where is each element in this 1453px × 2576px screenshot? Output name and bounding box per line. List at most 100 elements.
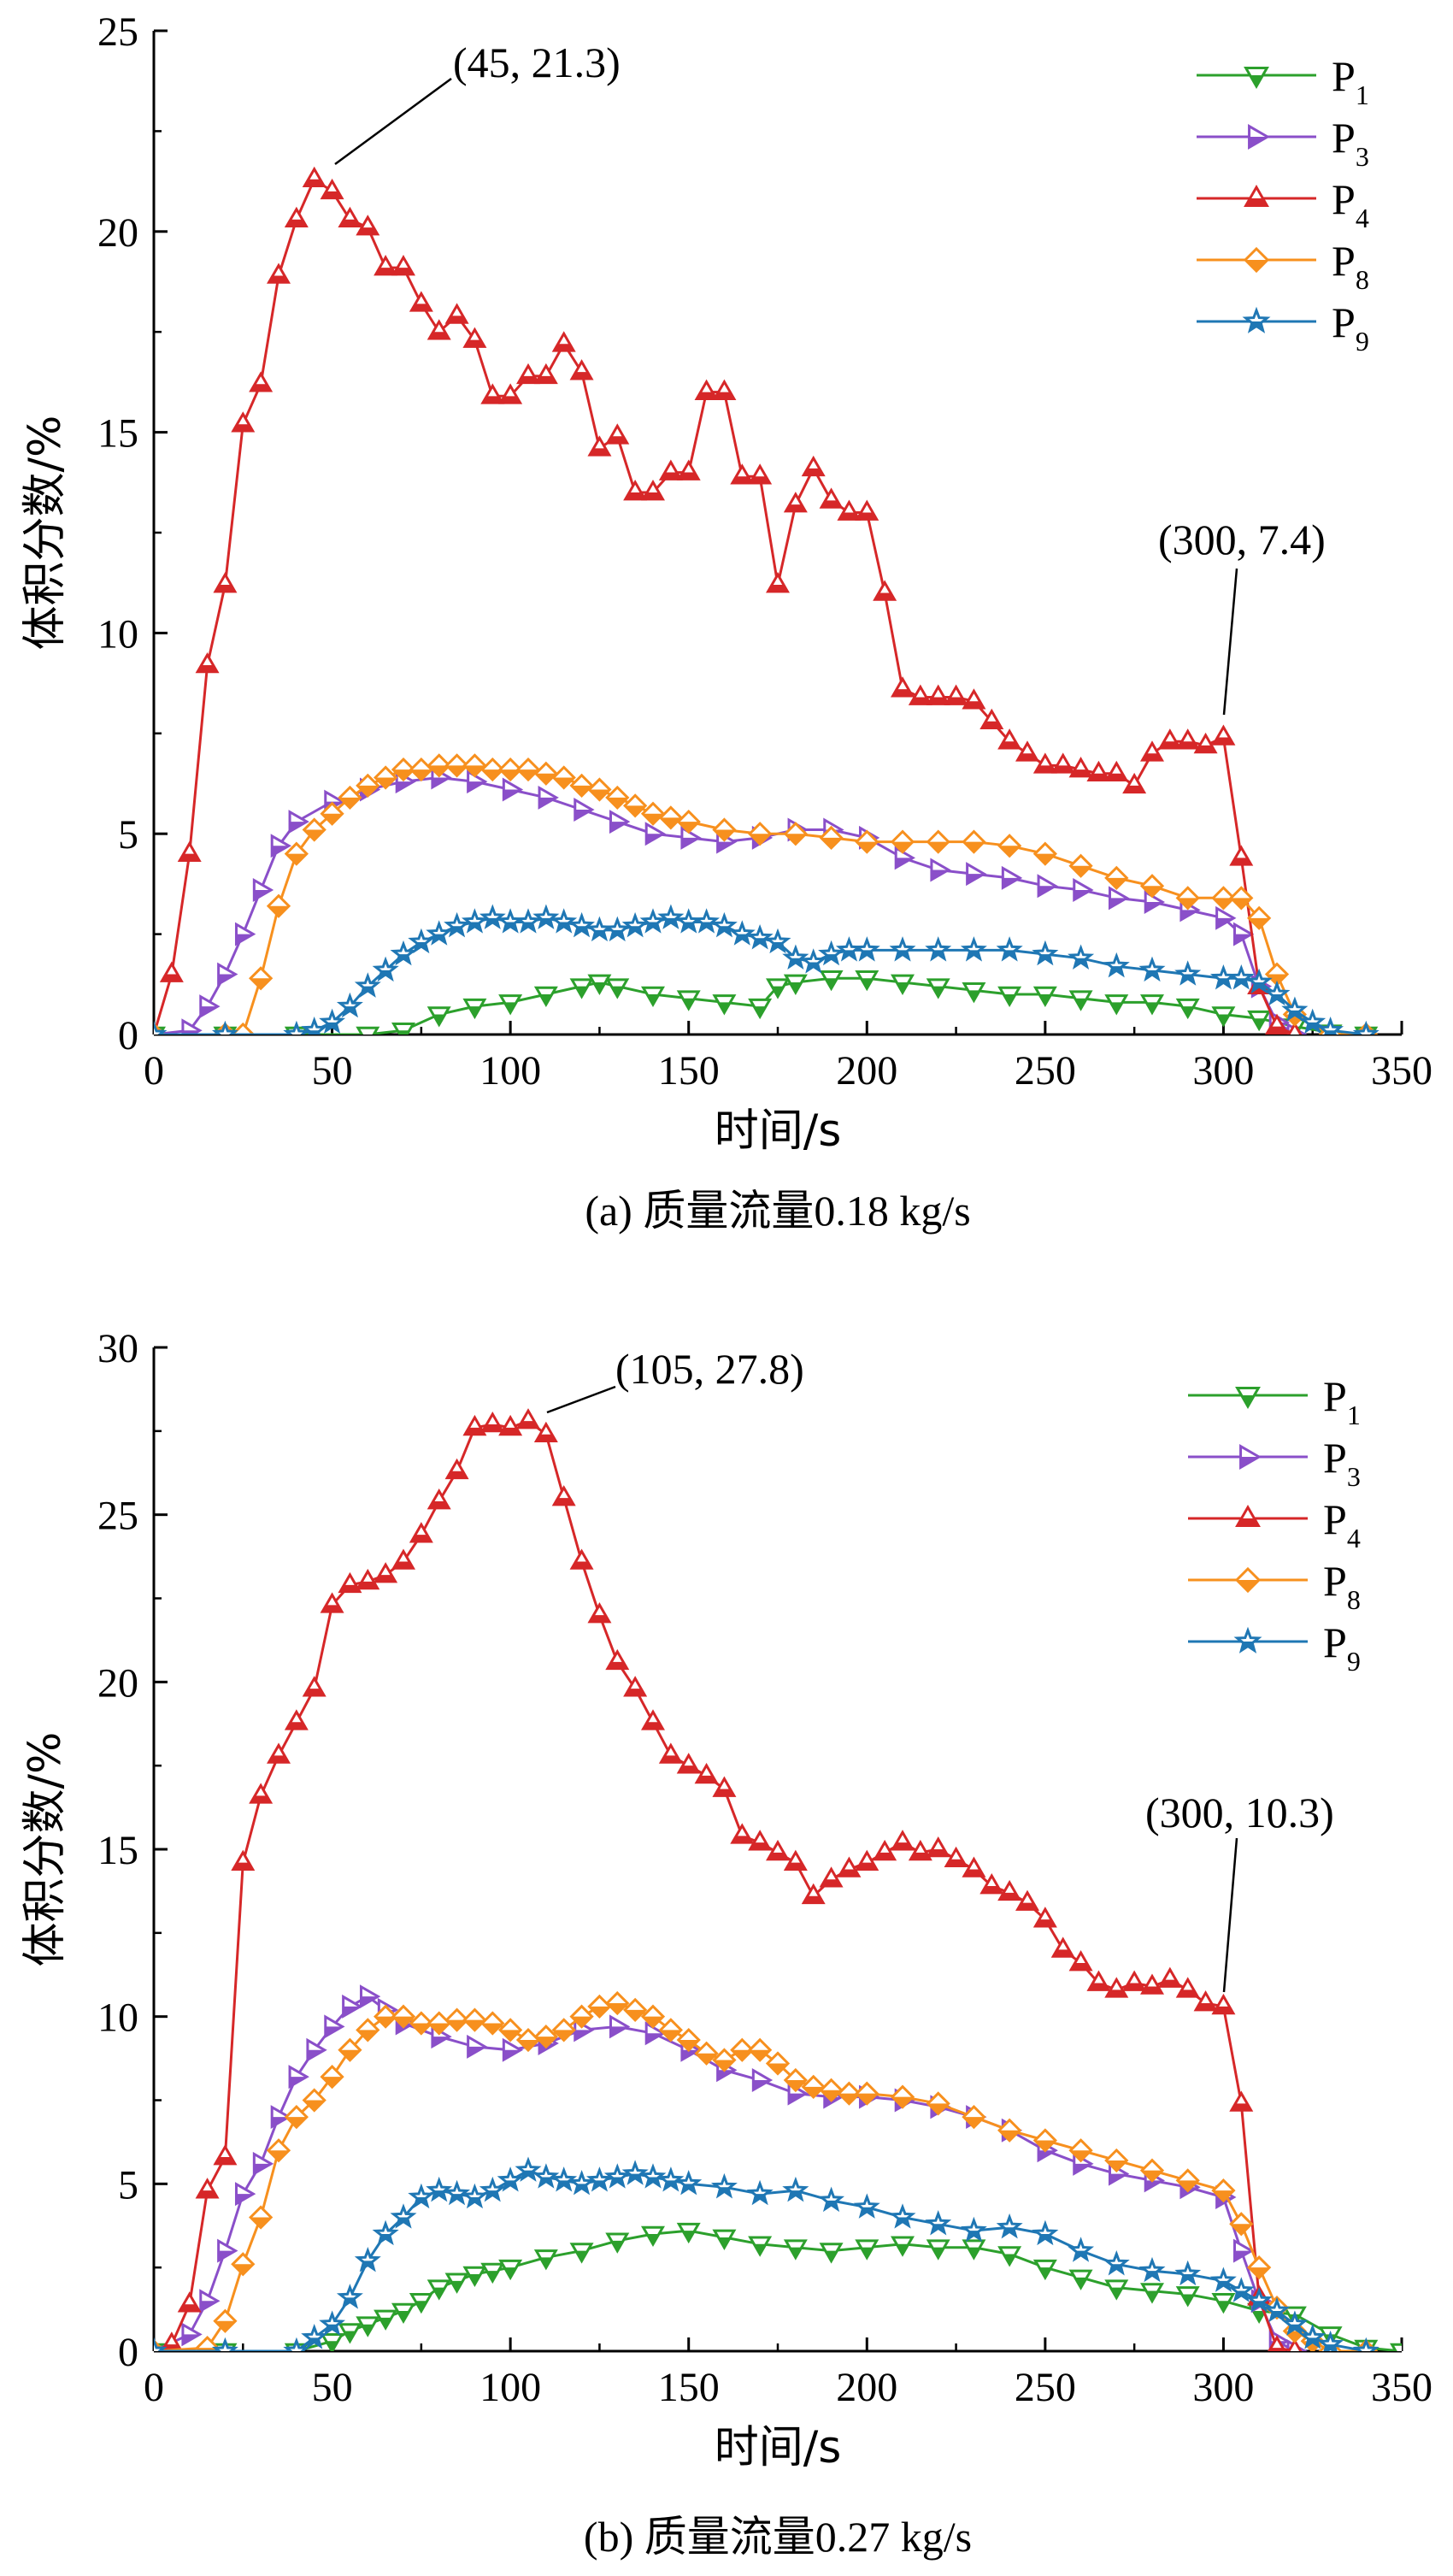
data-point-fill xyxy=(303,2100,325,2111)
data-point-fill xyxy=(999,741,1020,748)
data-point-fill xyxy=(554,1498,574,1505)
data-point-fill xyxy=(1267,1026,1287,1034)
y-tick-label: 20 xyxy=(97,210,138,256)
data-point-fill xyxy=(593,929,606,939)
data-point-fill xyxy=(892,1842,913,1849)
data-point-fill xyxy=(946,697,966,704)
data-point-fill xyxy=(1089,773,1109,781)
data-point-fill xyxy=(682,2184,695,2192)
data-point-fill xyxy=(447,1471,467,1478)
data-point-fill xyxy=(821,1879,841,1887)
data-point xyxy=(515,2156,542,2182)
data-point-fill xyxy=(375,2016,397,2027)
annotation-leader xyxy=(546,1385,616,1414)
data-point-fill xyxy=(340,219,360,227)
data-point-fill xyxy=(625,2009,646,2020)
data-point-fill xyxy=(643,492,663,499)
data-point xyxy=(693,908,721,934)
data-point-fill xyxy=(343,2006,361,2017)
data-point-fill xyxy=(715,1789,734,1796)
data-point xyxy=(283,2337,310,2351)
data-point-fill xyxy=(1181,2273,1194,2283)
data-point-fill xyxy=(554,344,574,351)
data-point-fill xyxy=(575,926,588,934)
data-point xyxy=(532,904,560,929)
data-point-fill xyxy=(593,981,606,993)
data-point-fill xyxy=(679,1765,699,1772)
data-point xyxy=(1068,2237,1095,2262)
data-point-fill xyxy=(482,1424,503,1431)
data-point-fill xyxy=(215,2320,236,2331)
data-point-fill xyxy=(821,500,841,508)
data-point-fill xyxy=(803,1895,824,1903)
data-point-fill xyxy=(610,822,628,832)
data-point-fill xyxy=(1268,2348,1285,2351)
data-point-fill xyxy=(717,2070,735,2080)
legend-label-subscript: 4 xyxy=(1347,1523,1361,1553)
series-P8 xyxy=(154,1990,1379,2351)
data-point-fill xyxy=(1217,2280,1230,2290)
data-point-fill xyxy=(1306,2337,1319,2347)
data-point-fill xyxy=(803,468,824,475)
data-point xyxy=(996,2213,1023,2239)
data-point-fill xyxy=(1109,2173,1127,2184)
data-point-fill xyxy=(1267,974,1287,985)
x-axis-title: 时间/s xyxy=(715,1105,842,1157)
data-point-fill xyxy=(272,846,289,856)
chart-panel-a: 0 50 100 150 200 250 300 350 0 5 10 15 20 25 时间/s 体积分数/… xyxy=(20,9,1432,1235)
data-point-fill xyxy=(964,1869,984,1877)
y-tick-label: 0 xyxy=(118,1013,138,1058)
data-point-fill xyxy=(718,1002,731,1013)
data-point-fill xyxy=(429,1501,450,1508)
y-tick-label: 5 xyxy=(118,812,138,858)
data-point-fill xyxy=(521,922,535,931)
data-point-fill xyxy=(697,392,716,399)
data-point-fill xyxy=(344,1006,356,1015)
data-point xyxy=(195,2335,220,2351)
data-point-fill xyxy=(1237,1518,1259,1526)
data-point-fill xyxy=(892,2096,913,2107)
x-tick-label: 100 xyxy=(479,1048,541,1093)
data-point-fill xyxy=(896,2217,909,2226)
data-point-fill xyxy=(539,2257,552,2268)
data-point-fill xyxy=(429,332,450,339)
legend-item-P4: P4 xyxy=(1188,1495,1361,1553)
data-point-fill xyxy=(375,777,397,788)
data-point-fill xyxy=(1177,898,1198,909)
data-point xyxy=(710,2172,738,2199)
data-point-fill xyxy=(785,1862,806,1870)
data-point-fill xyxy=(518,769,538,781)
data-point-fill xyxy=(536,1434,556,1441)
series-line xyxy=(154,2229,1402,2351)
data-point-fill xyxy=(326,2341,338,2351)
data-point-fill xyxy=(1106,2160,1127,2171)
data-point-fill xyxy=(750,834,771,845)
legend-label: P9 xyxy=(1332,298,1369,357)
chart-caption: (b) 质量流量0.27 kg/s xyxy=(584,2513,972,2561)
data-point-fill xyxy=(179,2304,200,2312)
data-point-fill xyxy=(397,1030,409,1035)
data-point-fill xyxy=(574,2030,592,2040)
data-point-fill xyxy=(1074,2250,1087,2260)
data-point-fill xyxy=(571,2016,592,2027)
annotation-text: (300, 10.3) xyxy=(1145,1789,1334,1836)
data-point-fill xyxy=(482,396,503,404)
data-point-fill xyxy=(678,2040,699,2051)
data-point-fill xyxy=(754,2243,767,2255)
data-point-fill xyxy=(468,2046,485,2057)
data-point-fill xyxy=(572,1561,591,1569)
y-tick-label: 25 xyxy=(97,9,138,55)
data-point-fill xyxy=(718,2237,731,2248)
data-point-fill xyxy=(611,2177,624,2186)
data-point-fill xyxy=(415,941,427,951)
series-P4 xyxy=(154,1408,1303,2351)
data-point-fill xyxy=(610,2026,628,2037)
data-point-fill xyxy=(1109,898,1127,908)
data-point-fill xyxy=(326,2324,338,2333)
data-point-fill xyxy=(286,1722,307,1730)
data-point-fill xyxy=(643,813,663,824)
data-point-fill xyxy=(1003,2254,1016,2265)
data-point xyxy=(154,1020,168,1035)
data-point-fill xyxy=(432,2037,450,2047)
